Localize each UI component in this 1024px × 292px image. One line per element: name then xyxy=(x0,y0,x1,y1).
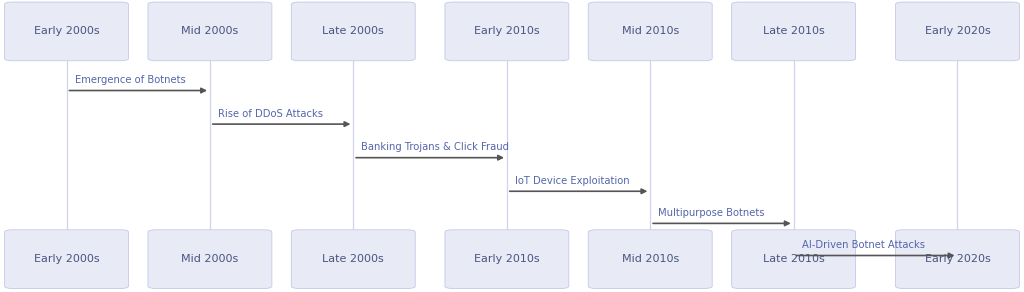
Text: Early 2000s: Early 2000s xyxy=(34,254,99,264)
FancyBboxPatch shape xyxy=(147,2,271,61)
FancyBboxPatch shape xyxy=(895,2,1020,61)
FancyBboxPatch shape xyxy=(588,230,713,288)
Text: Late 2000s: Late 2000s xyxy=(323,26,384,36)
Text: Mid 2000s: Mid 2000s xyxy=(181,254,239,264)
Text: Early 2000s: Early 2000s xyxy=(34,26,99,36)
FancyBboxPatch shape xyxy=(291,230,416,288)
Text: Late 2010s: Late 2010s xyxy=(763,254,824,264)
Text: Multipurpose Botnets: Multipurpose Botnets xyxy=(658,208,765,218)
Text: Late 2000s: Late 2000s xyxy=(323,254,384,264)
FancyBboxPatch shape xyxy=(588,2,713,61)
Text: IoT Device Exploitation: IoT Device Exploitation xyxy=(515,176,630,186)
FancyBboxPatch shape xyxy=(5,230,129,288)
Text: Early 2010s: Early 2010s xyxy=(474,26,540,36)
FancyBboxPatch shape xyxy=(731,230,856,288)
Text: Early 2020s: Early 2020s xyxy=(925,254,990,264)
FancyBboxPatch shape xyxy=(5,2,129,61)
Text: AI-Driven Botnet Attacks: AI-Driven Botnet Attacks xyxy=(802,240,925,250)
Text: Mid 2010s: Mid 2010s xyxy=(622,254,679,264)
FancyBboxPatch shape xyxy=(444,2,569,61)
Text: Banking Trojans & Click Fraud: Banking Trojans & Click Fraud xyxy=(361,142,510,152)
Text: Early 2020s: Early 2020s xyxy=(925,26,990,36)
FancyBboxPatch shape xyxy=(291,2,416,61)
FancyBboxPatch shape xyxy=(731,2,856,61)
Text: Rise of DDoS Attacks: Rise of DDoS Attacks xyxy=(218,109,324,119)
Text: Mid 2000s: Mid 2000s xyxy=(181,26,239,36)
Text: Early 2010s: Early 2010s xyxy=(474,254,540,264)
Text: Late 2010s: Late 2010s xyxy=(763,26,824,36)
Text: Emergence of Botnets: Emergence of Botnets xyxy=(75,75,185,85)
FancyBboxPatch shape xyxy=(444,230,569,288)
FancyBboxPatch shape xyxy=(895,230,1020,288)
FancyBboxPatch shape xyxy=(147,230,271,288)
Text: Mid 2010s: Mid 2010s xyxy=(622,26,679,36)
